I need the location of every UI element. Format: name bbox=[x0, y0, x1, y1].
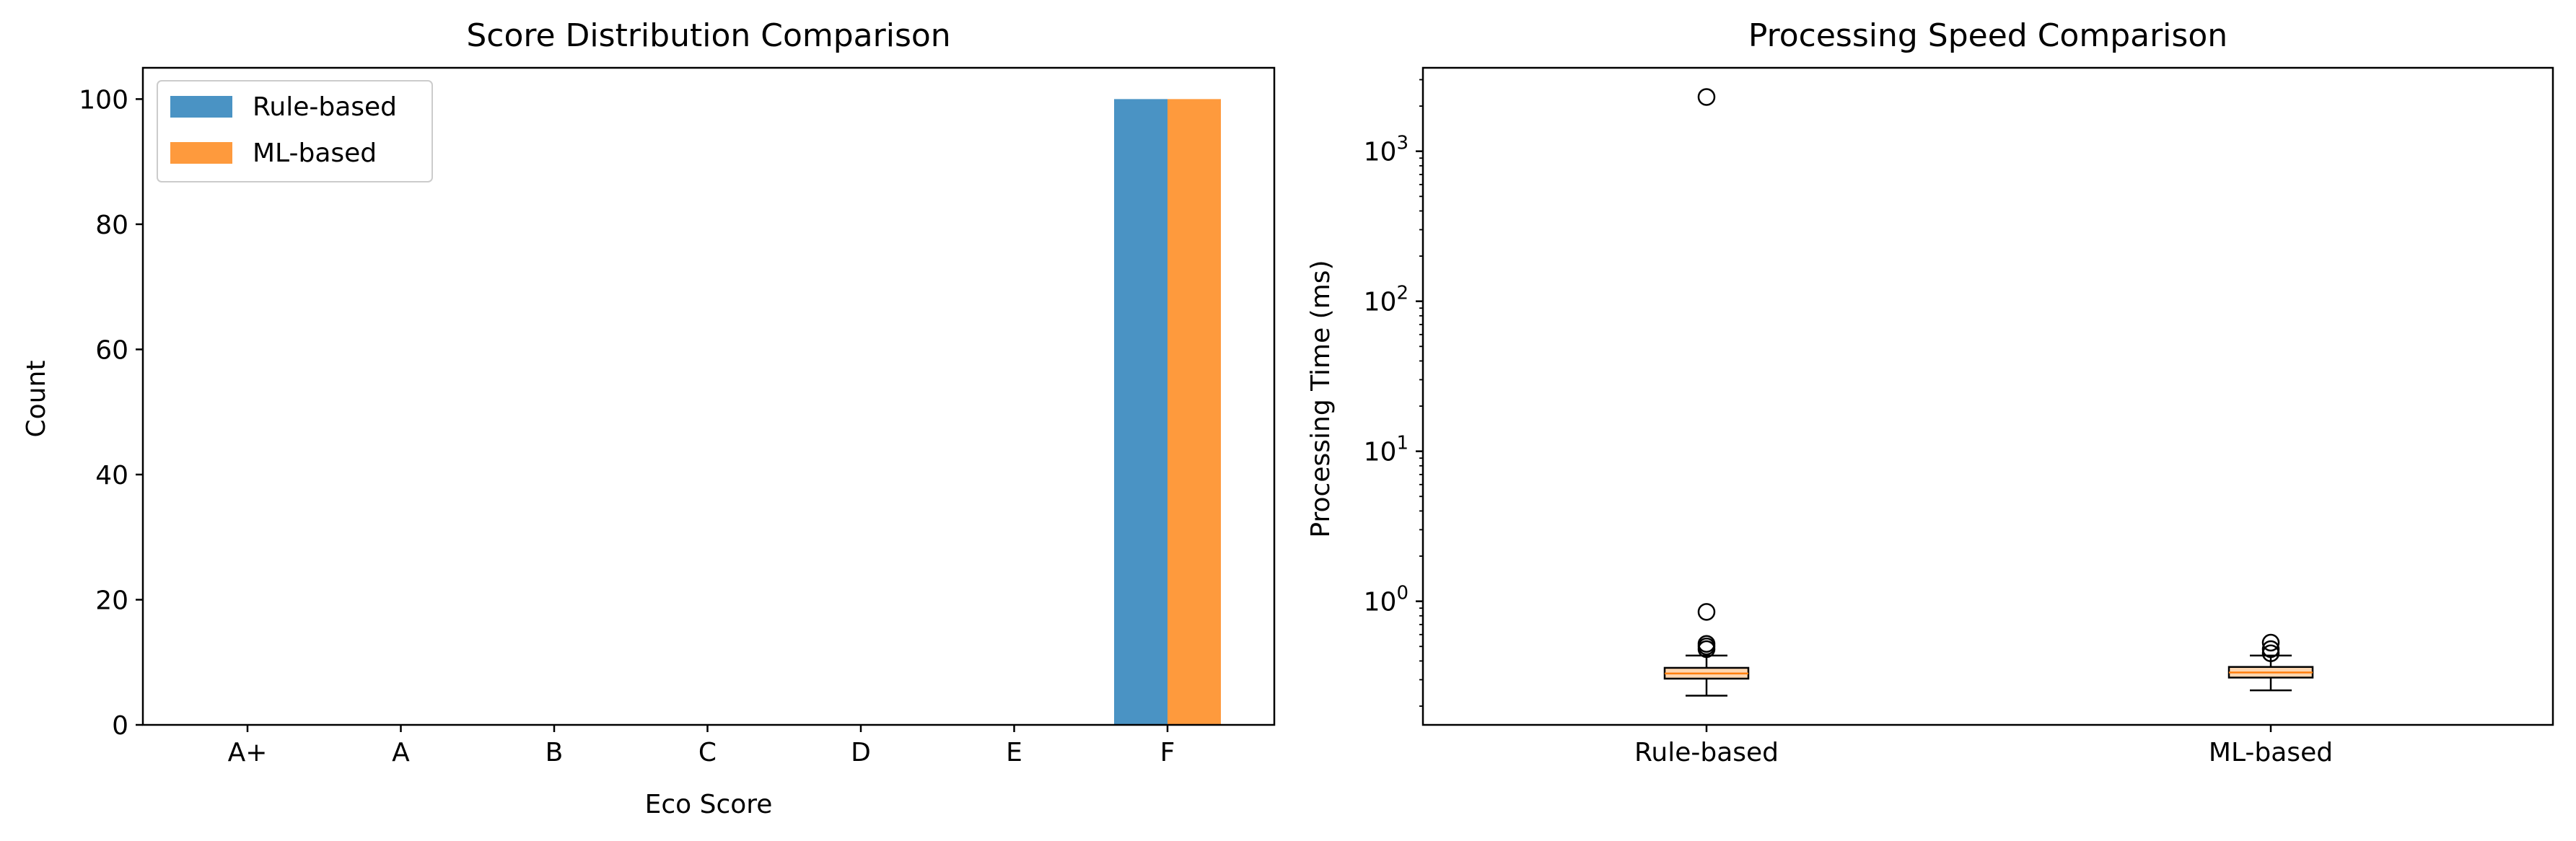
tick-label-exponent: 2 bbox=[1396, 283, 1409, 304]
legend-label-rule-based: Rule-based bbox=[253, 92, 397, 122]
bar-rule-based-6 bbox=[1114, 99, 1167, 725]
box-y-tick-label: 103 bbox=[1364, 133, 1409, 167]
box-chart: Processing Speed Comparison Processing T… bbox=[1306, 17, 2554, 767]
tick-label-base: 10 bbox=[1364, 588, 1397, 617]
box-ml-based bbox=[2227, 633, 2314, 692]
box-x-tick-label: ML-based bbox=[2209, 738, 2333, 767]
box-y-tick-label: 101 bbox=[1364, 433, 1409, 467]
tick-label-exponent: 0 bbox=[1396, 583, 1409, 604]
bar-x-tick-label: D bbox=[851, 738, 871, 767]
legend-swatch-rule-based bbox=[170, 96, 232, 118]
box-chart-ylabel: Processing Time (ms) bbox=[1306, 260, 1336, 537]
box-y-tick-label: 102 bbox=[1364, 283, 1409, 317]
outlier-point bbox=[1697, 88, 1716, 106]
bar-x-ticks: A+ A B C D E F bbox=[228, 725, 1175, 767]
bar-x-tick-label: C bbox=[698, 738, 717, 767]
bar-y-tick-label: 0 bbox=[112, 711, 128, 741]
outlier-point bbox=[2261, 644, 2280, 663]
box-marks bbox=[1663, 88, 2314, 697]
tick-label-base: 10 bbox=[1364, 438, 1397, 467]
outlier-point bbox=[1697, 603, 1716, 621]
bar-chart-xlabel: Eco Score bbox=[645, 790, 773, 819]
bar-ml-based-6 bbox=[1167, 99, 1221, 725]
bar-x-tick-label: F bbox=[1160, 738, 1175, 767]
box-rule-based bbox=[1663, 88, 1750, 697]
box-chart-axes-frame bbox=[1421, 66, 2554, 726]
bar-y-tick-label: 60 bbox=[95, 335, 128, 365]
box-x-ticks: Rule-based ML-based bbox=[1634, 725, 2333, 767]
bar-chart-axes-frame bbox=[141, 66, 1276, 726]
bar-x-tick-label: A bbox=[392, 738, 410, 767]
box-x-tick-label: Rule-based bbox=[1634, 738, 1779, 767]
tick-label-exponent: 3 bbox=[1396, 133, 1409, 154]
legend-label-ml-based: ML-based bbox=[253, 138, 377, 168]
outlier-point bbox=[2261, 640, 2280, 659]
box-y-tick-label: 100 bbox=[1364, 583, 1409, 617]
bar-x-tick-label: B bbox=[546, 738, 564, 767]
outlier-point bbox=[1697, 640, 1716, 659]
bar-y-tick-label: 100 bbox=[79, 85, 128, 115]
bar-y-tick-label: 20 bbox=[95, 586, 128, 615]
bar-x-tick-label: A+ bbox=[228, 738, 268, 767]
bar-chart-legend: Rule-based ML-based bbox=[157, 80, 433, 182]
outlier-point bbox=[2261, 633, 2280, 652]
tick-label-exponent: 1 bbox=[1396, 433, 1409, 454]
tick-label-base: 10 bbox=[1364, 288, 1397, 317]
bar-x-tick-label: E bbox=[1006, 738, 1022, 767]
bar-y-tick-label: 80 bbox=[95, 211, 128, 240]
bar-y-tick-label: 40 bbox=[95, 461, 128, 490]
bar-chart-ylabel: Count bbox=[22, 361, 51, 438]
bar-chart: Score Distribution Comparison Count Eco … bbox=[22, 17, 1276, 819]
bar-y-ticks: 0 20 40 60 80 100 bbox=[79, 85, 143, 741]
bar-marks bbox=[1114, 99, 1221, 725]
box-chart-title: Processing Speed Comparison bbox=[1748, 17, 2227, 54]
tick-label-base: 10 bbox=[1364, 138, 1397, 167]
legend-swatch-ml-based bbox=[170, 142, 232, 164]
bar-chart-title: Score Distribution Comparison bbox=[466, 17, 950, 54]
